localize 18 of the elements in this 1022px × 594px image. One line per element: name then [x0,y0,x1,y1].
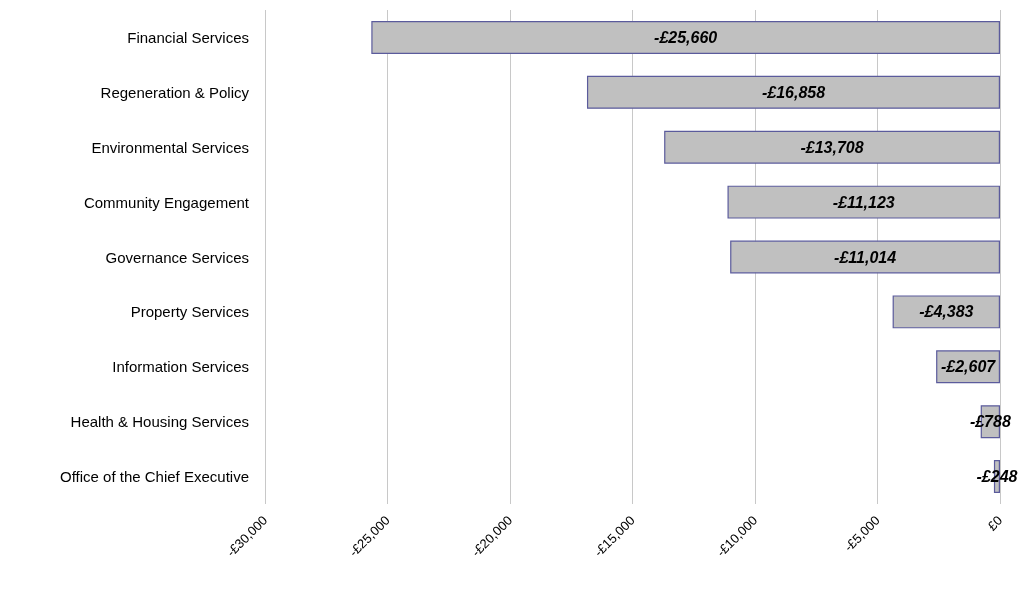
data-label: -£11,123 [832,193,895,211]
data-label: -£13,708 [800,138,864,156]
data-label: -£788 [969,413,1011,431]
data-label: -£25,660 [654,28,718,46]
y-tick-label: Health & Housing Services [70,413,249,431]
y-tick-label: Information Services [112,358,249,376]
y-tick-label: Property Services [130,303,249,321]
y-tick-label: Regeneration & Policy [100,83,250,101]
y-tick-label: Financial Services [127,28,249,46]
data-label: -£11,014 [834,248,897,266]
data-label: -£2,607 [940,358,997,376]
x-tick-label: £0 [984,512,1006,534]
data-label: -£16,858 [761,83,826,101]
y-tick-label: Community Engagement [83,193,250,211]
data-label: -£4,383 [919,303,974,321]
y-tick-label: Office of the Chief Executive [60,468,249,486]
y-tick-label: Governance Services [105,248,249,266]
y-tick-label: Environmental Services [91,138,249,156]
